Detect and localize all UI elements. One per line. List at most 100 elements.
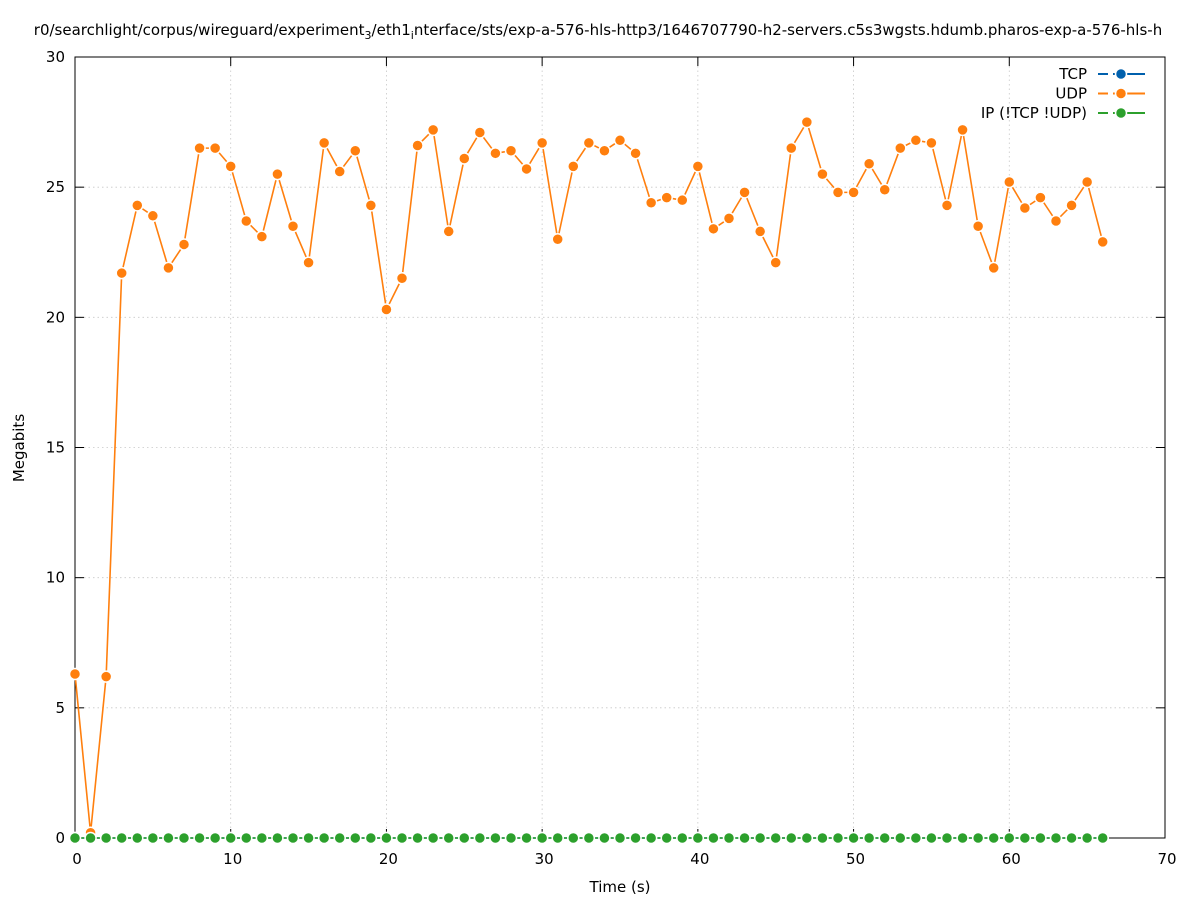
- data-point-ip-tcp-udp: [909, 831, 923, 845]
- data-point-udp: [458, 152, 471, 165]
- chart-title-subscript: 3: [365, 29, 372, 42]
- data-point-udp: [971, 219, 985, 233]
- data-point-udp: [567, 160, 580, 173]
- data-point-ip-tcp-udp: [753, 831, 767, 845]
- data-point-udp: [676, 193, 689, 207]
- data-point-udp: [785, 141, 798, 155]
- data-point-udp: [99, 670, 113, 683]
- data-point-udp: [489, 147, 502, 160]
- chart-title-subscript: i: [411, 29, 414, 42]
- data-point-udp: [255, 230, 269, 243]
- data-point-ip-tcp-udp: [473, 831, 487, 845]
- data-point-udp: [426, 123, 440, 137]
- x-tick-label: 70: [1157, 850, 1176, 868]
- data-point-udp: [146, 209, 160, 223]
- data-point-ip-tcp-udp: [224, 831, 237, 845]
- data-point-udp: [1018, 201, 1032, 215]
- y-tick-label: 15: [46, 439, 65, 457]
- data-point-ip-tcp-udp: [1080, 831, 1094, 845]
- x-tick-label: 40: [690, 850, 709, 868]
- data-point-ip-tcp-udp: [162, 831, 175, 845]
- data-point-udp: [1080, 175, 1094, 189]
- data-point-ip-tcp-udp: [894, 831, 907, 845]
- data-point-ip-tcp-udp: [1018, 831, 1032, 845]
- x-tick-label: 50: [846, 850, 865, 868]
- data-point-udp: [115, 266, 128, 280]
- data-point-ip-tcp-udp: [317, 831, 331, 845]
- data-point-udp: [598, 144, 611, 157]
- data-point-udp: [271, 167, 284, 181]
- data-point-udp: [940, 199, 954, 212]
- data-point-ip-tcp-udp: [987, 831, 1000, 845]
- data-point-ip-tcp-udp: [940, 831, 954, 845]
- data-point-ip-tcp-udp: [504, 831, 518, 845]
- data-point-udp: [504, 144, 518, 157]
- data-point-ip-tcp-udp: [489, 831, 502, 845]
- data-point-udp: [240, 214, 253, 228]
- data-point-udp: [816, 167, 829, 181]
- data-point-udp: [520, 162, 533, 176]
- data-point-udp: [1049, 214, 1063, 228]
- y-tick-label: 30: [46, 48, 65, 66]
- grid: [75, 57, 1165, 838]
- data-point-udp: [831, 186, 845, 199]
- data-point-ip-tcp-udp: [193, 831, 206, 845]
- data-point-udp: [349, 144, 362, 157]
- data-point-udp: [302, 256, 315, 269]
- data-point-udp: [1096, 235, 1109, 249]
- data-point-ip-tcp-udp: [613, 831, 627, 845]
- data-point-ip-tcp-udp: [769, 831, 782, 845]
- data-point-ip-tcp-udp: [411, 831, 424, 845]
- data-point-udp: [333, 165, 346, 178]
- data-point-ip-tcp-udp: [878, 831, 891, 845]
- data-point-udp: [535, 136, 549, 150]
- data-point-udp: [162, 261, 175, 275]
- data-point-ip-tcp-udp: [271, 831, 284, 845]
- data-point-udp: [613, 134, 627, 147]
- legend-label-ip-tcp-udp: IP (!TCP !UDP): [981, 104, 1087, 122]
- data-point-ip-tcp-udp: [68, 831, 82, 845]
- data-point-udp: [644, 196, 658, 210]
- data-point-udp: [847, 186, 860, 199]
- data-point-ip-tcp-udp: [535, 831, 549, 845]
- y-tick-label: 20: [46, 308, 65, 326]
- data-point-ip-tcp-udp: [551, 831, 564, 845]
- chart-title: r0/searchlight/corpus/wireguard/experime…: [34, 21, 1162, 42]
- data-point-udp: [862, 157, 876, 170]
- data-point-ip-tcp-udp: [598, 831, 611, 845]
- data-point-udp: [364, 199, 378, 212]
- data-point-udp: [395, 272, 409, 285]
- data-point-udp: [956, 123, 969, 137]
- data-point-ip-tcp-udp: [1096, 831, 1109, 845]
- data-point-udp: [925, 136, 938, 150]
- x-tick-label: 0: [72, 850, 82, 868]
- series-ip-tcp-udp: [68, 831, 1109, 845]
- data-point-udp: [878, 183, 891, 197]
- data-point-ip-tcp-udp: [426, 831, 440, 845]
- x-axis-label: Time (s): [589, 878, 651, 896]
- data-point-ip-tcp-udp: [785, 831, 798, 845]
- y-axis-label: Megabits: [10, 414, 28, 482]
- x-tick-label: 10: [223, 850, 242, 868]
- data-point-ip-tcp-udp: [816, 831, 829, 845]
- data-point-ip-tcp-udp: [956, 831, 969, 845]
- data-point-ip-tcp-udp: [520, 831, 533, 845]
- y-tick-label: 10: [46, 569, 65, 587]
- data-point-ip-tcp-udp: [831, 831, 845, 845]
- data-point-ip-tcp-udp: [1065, 831, 1078, 845]
- data-point-udp: [1034, 191, 1047, 204]
- data-point-ip-tcp-udp: [1034, 831, 1047, 845]
- data-point-ip-tcp-udp: [115, 831, 128, 845]
- legend-label-udp: UDP: [1055, 85, 1087, 103]
- legend-marker-udp: [1114, 87, 1128, 100]
- data-point-udp: [177, 238, 191, 251]
- data-point-ip-tcp-udp: [177, 831, 191, 845]
- data-point-ip-tcp-udp: [660, 831, 673, 845]
- data-point-udp: [131, 199, 144, 212]
- data-point-ip-tcp-udp: [286, 831, 300, 845]
- data-point-ip-tcp-udp: [1003, 831, 1016, 845]
- data-point-udp: [894, 141, 907, 155]
- data-point-ip-tcp-udp: [364, 831, 378, 845]
- data-point-ip-tcp-udp: [644, 831, 658, 845]
